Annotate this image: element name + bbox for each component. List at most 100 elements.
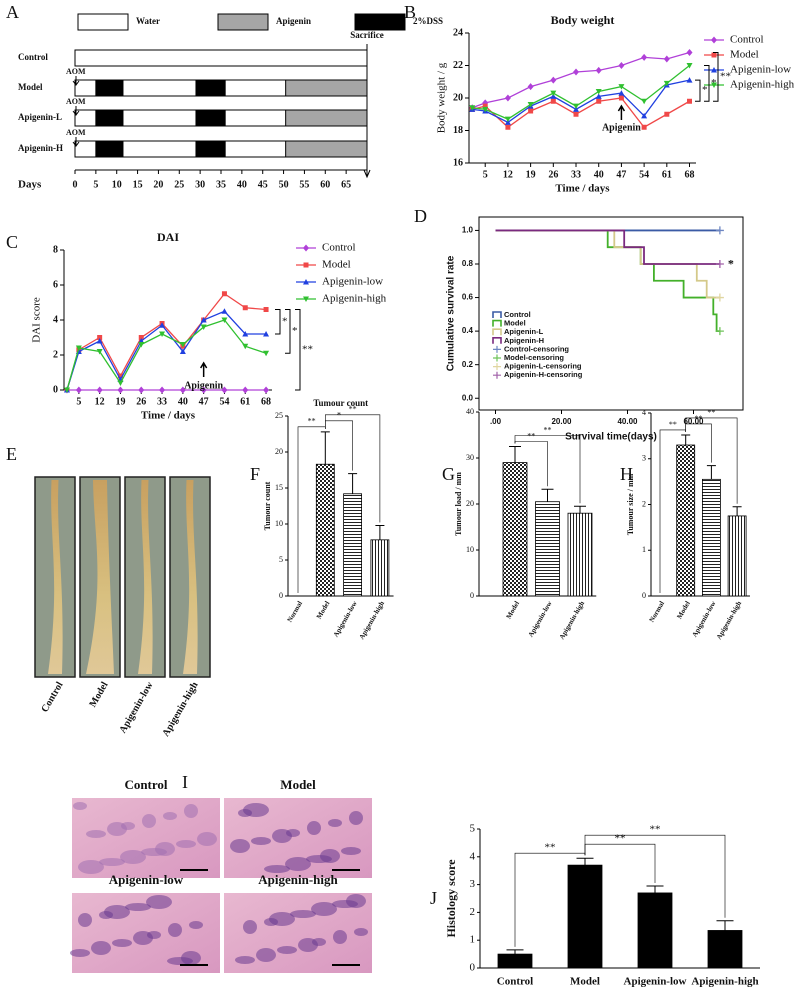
data-point (138, 386, 145, 394)
x-tick-label: 40 (237, 179, 247, 190)
chart-title: Body weight (551, 13, 615, 27)
histology-texture (142, 814, 156, 828)
histology-texture (286, 829, 300, 837)
specimen-tissue (183, 480, 198, 674)
panel-letter: B (404, 2, 416, 22)
legend-symbol (492, 311, 502, 318)
x-axis-label: Survival time(days) (565, 432, 657, 443)
aom-arrow (72, 137, 80, 147)
histology-texture (184, 804, 198, 818)
x-tick-label: 15 (133, 179, 143, 190)
legend-swatch (354, 13, 406, 31)
y-axis-label: DAI score (31, 297, 43, 343)
legend-label: Model (730, 49, 759, 61)
x-tick-label: Apigenin-low (527, 599, 554, 639)
timeline-segment (195, 140, 226, 158)
data-point (263, 331, 270, 337)
legend-label: Apigenin-L-censoring (504, 362, 582, 371)
data-point (469, 105, 476, 111)
data-point (504, 116, 511, 123)
histology-texture (147, 931, 161, 939)
bar (502, 462, 528, 597)
survival-curve (495, 229, 720, 333)
data-point (221, 291, 227, 297)
significance-label: * (292, 325, 298, 337)
x-tick-label: 26 (136, 396, 146, 407)
x-tick-label: 55 (299, 179, 309, 190)
y-tick-label: 16 (453, 157, 463, 168)
x-tick-label: Apigenin-high (358, 600, 386, 641)
data-point (263, 307, 269, 312)
data-point (687, 98, 693, 104)
specimen-label: Apigenin-low (117, 679, 156, 735)
histology-texture (235, 956, 255, 964)
data-point (242, 331, 249, 337)
y-tick-label: 2 (53, 349, 58, 360)
legend-label: Model (322, 259, 351, 271)
histology-texture (78, 913, 92, 927)
histology-texture (333, 930, 347, 944)
y-tick-label: 0.2 (462, 360, 474, 369)
data-point (159, 322, 166, 328)
bar (727, 515, 747, 597)
data-point (641, 98, 648, 105)
data-point (528, 108, 534, 114)
timeline-segment (285, 140, 368, 158)
x-tick-label: Model (505, 600, 521, 621)
legend-marker (711, 82, 717, 88)
significance-label: ** (720, 70, 731, 82)
data-point (221, 308, 228, 314)
panel-letter: A (6, 2, 19, 22)
censor-mark (715, 226, 724, 235)
error-bar (732, 506, 742, 516)
legend-symbol (492, 319, 502, 327)
error-bar (348, 473, 358, 494)
bar (707, 930, 743, 969)
aom-label: AOM (66, 97, 86, 106)
legend-symbol (493, 345, 501, 353)
sacrifice-arrow (363, 44, 371, 179)
histology-texture (99, 858, 125, 866)
legend-marker (303, 262, 309, 268)
x-tick-label: 5 (93, 179, 98, 190)
y-tick-label: 15 (275, 483, 283, 492)
y-tick-label: 22 (453, 60, 463, 71)
timeline-segment (285, 109, 368, 127)
data-point (179, 342, 186, 348)
x-tick-label: 61 (662, 169, 672, 180)
data-point (618, 90, 625, 96)
data-point (596, 98, 602, 104)
x-tick-label: Control (497, 976, 533, 988)
legend-label: Control (504, 310, 531, 319)
legend-label: Control (322, 242, 356, 254)
timeline-segment (195, 109, 226, 127)
x-tick-label: 47 (199, 396, 209, 407)
x-tick-label: 20.00 (551, 417, 572, 426)
data-point (117, 380, 124, 386)
data-point (200, 324, 207, 330)
histology-texture (181, 951, 201, 965)
histology-texture (176, 840, 196, 848)
bar (676, 444, 696, 597)
significance-bracket (275, 309, 281, 335)
significance-bracket (685, 417, 738, 504)
histology-texture (163, 812, 177, 820)
data-point (527, 83, 534, 91)
y-tick-label: 0.8 (462, 259, 474, 268)
x-tick-label: 40 (178, 396, 188, 407)
data-point (504, 94, 511, 102)
y-tick-label: 1 (642, 545, 646, 554)
y-tick-label: 40 (466, 407, 474, 416)
survival-curve (495, 229, 720, 265)
specimen-label: Apigenin-high (160, 680, 200, 739)
y-tick-label: 0 (470, 962, 476, 974)
significance-label: ** (695, 414, 703, 423)
histology-texture (243, 920, 257, 934)
chart-title: DAI (157, 230, 179, 244)
legend-label: 2%DSS (413, 16, 443, 26)
data-point (641, 112, 648, 119)
y-tick-label: 2 (470, 906, 476, 918)
x-axis-label: Time / days (555, 183, 610, 195)
significance-label: ** (544, 425, 552, 434)
